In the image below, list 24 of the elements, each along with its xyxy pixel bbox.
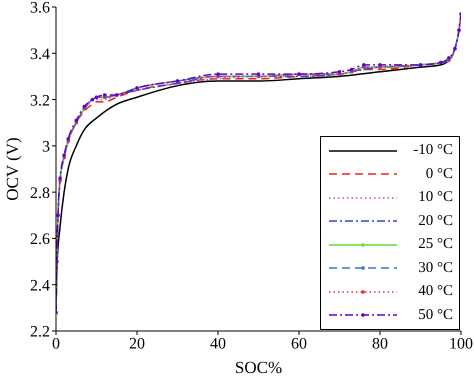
y-tick-label: 3.2 xyxy=(30,92,50,110)
x-tick-label: 100 xyxy=(449,335,473,352)
legend-label: 40 °C xyxy=(417,283,453,300)
legend-label: 25 °C xyxy=(417,236,453,254)
y-axis-title: OCV (V) xyxy=(3,137,22,201)
y-tick-label: 3 xyxy=(42,138,50,156)
y-tick-label: 3.6 xyxy=(30,0,50,17)
y-tick-label: 2.4 xyxy=(30,277,50,294)
x-tick-label: 80 xyxy=(372,335,388,352)
x-axis-title: SOC% xyxy=(234,358,282,377)
legend-label: -10 °C xyxy=(412,142,453,160)
y-tick-label: 3.4 xyxy=(30,46,50,63)
x-tick-label: 20 xyxy=(129,335,145,352)
legend-label: 20 °C xyxy=(417,212,453,230)
y-tick-label: 2.2 xyxy=(30,324,50,341)
legend-label: 0 °C xyxy=(424,166,453,183)
legend-label: 50 °C xyxy=(417,306,453,324)
x-tick-label: 60 xyxy=(291,335,307,352)
x-tick-label: 40 xyxy=(210,335,226,352)
legend-label: 30 °C xyxy=(417,260,453,277)
x-tick-label: 0 xyxy=(52,335,60,352)
y-tick-label: 2.6 xyxy=(30,231,50,248)
y-tick-label: 2.8 xyxy=(30,184,50,202)
legend-label: 10 °C xyxy=(417,189,453,206)
